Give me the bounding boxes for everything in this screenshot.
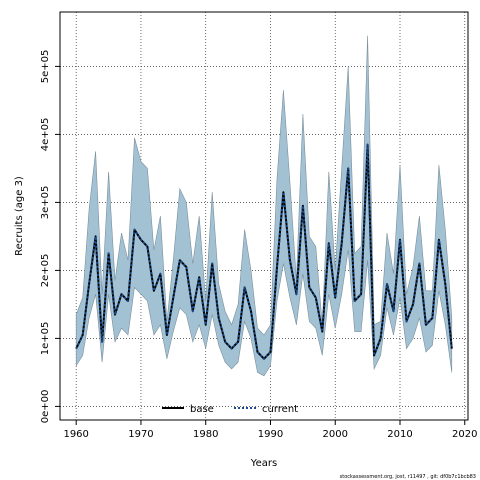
legend-base-label: base [190, 404, 214, 415]
series-line-current [75, 143, 453, 360]
y-axis-title: Recruits (age 3) [14, 176, 25, 256]
x-tick-label: 1970 [128, 429, 153, 440]
y-tick-label: 0e+00 [40, 390, 51, 424]
x-axis-title: Years [250, 458, 277, 469]
footer-credit: stockassessment.org, jost, r11497 , git:… [340, 474, 476, 480]
x-tick-label: 2020 [452, 429, 477, 440]
y-tick-label: 5e+05 [40, 50, 51, 84]
x-axis: 1960 1970 1980 1990 2000 2010 2020 [63, 420, 477, 440]
legend-current-label: current [262, 404, 298, 415]
y-axis: 0e+00 1e+05 2e+05 3e+05 4e+05 5e+05 [40, 50, 60, 424]
legend: base current [162, 404, 298, 415]
x-tick-label: 1980 [193, 429, 218, 440]
y-tick-label: 4e+05 [40, 118, 51, 152]
x-tick-label: 1960 [63, 429, 88, 440]
plot-frame [59, 11, 469, 421]
y-tick-label: 1e+05 [40, 322, 51, 356]
x-tick-label: 1990 [258, 429, 283, 440]
series-lines [75, 143, 453, 360]
x-tick-label: 2010 [387, 429, 412, 440]
x-tick-label: 2000 [323, 429, 348, 440]
confidence-band-area [75, 35, 453, 377]
y-tick-label: 2e+05 [40, 254, 51, 288]
y-tick-label: 3e+05 [40, 186, 51, 220]
confidence-band [75, 35, 453, 377]
